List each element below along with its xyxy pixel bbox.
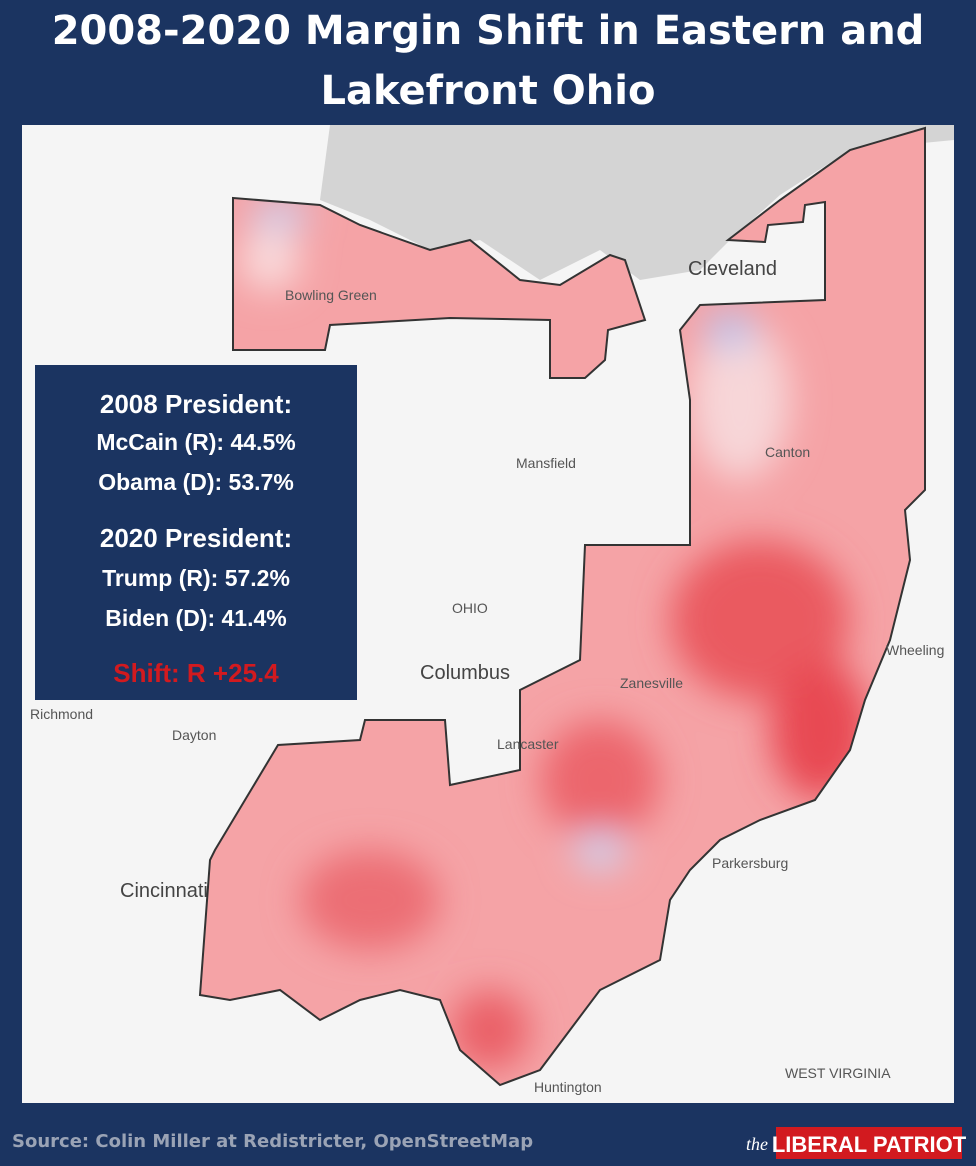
info-box [35, 365, 357, 700]
source: Source: Colin Miller at Redistricter, Op… [12, 1131, 533, 1152]
city-label: Dayton [172, 727, 216, 743]
city-label: Canton [765, 444, 810, 460]
city-label: Parkersburg [712, 855, 788, 871]
info-heading: 2008 President: [100, 389, 292, 419]
logo-box [776, 1127, 962, 1159]
state-label: OHIO [452, 600, 488, 616]
info-line: Biden (D): 41.4% [105, 605, 286, 631]
city-label: Bowling Green [285, 287, 377, 303]
city-label: Cincinnati [120, 880, 208, 902]
city-label: Wheeling [886, 642, 944, 658]
logo-the: the [746, 1134, 768, 1154]
title: 2008-2020 Margin Shift in Eastern and [52, 8, 925, 54]
city-label: Mansfield [516, 455, 576, 471]
city-label: Lancaster [497, 736, 559, 752]
info-line: Trump (R): 57.2% [102, 565, 290, 591]
info-heading: 2020 President: [100, 523, 292, 553]
region-outline [198, 126, 926, 1087]
city-label: Columbus [420, 662, 510, 684]
logo-name: LIBERAL PATRIOT [772, 1132, 967, 1157]
city-label: Zanesville [620, 675, 683, 691]
info-line: Obama (D): 53.7% [98, 469, 294, 495]
map-labels: Cleveland Mansfield OHIO Columbus Wheeli… [30, 258, 944, 1095]
shift-line: Shift: R +25.4 [113, 658, 279, 688]
title: Lakefront Ohio [321, 68, 656, 114]
lake-erie [22, 125, 954, 280]
state-label: WEST VIRGINIA [785, 1065, 891, 1081]
info-text: 2008 President: McCain (R): 44.5% Obama … [96, 389, 295, 688]
info-line: McCain (R): 44.5% [96, 429, 295, 455]
city-label: Huntington [534, 1079, 602, 1095]
city-label: Cleveland [688, 258, 777, 280]
city-label: Richmond [30, 706, 93, 722]
